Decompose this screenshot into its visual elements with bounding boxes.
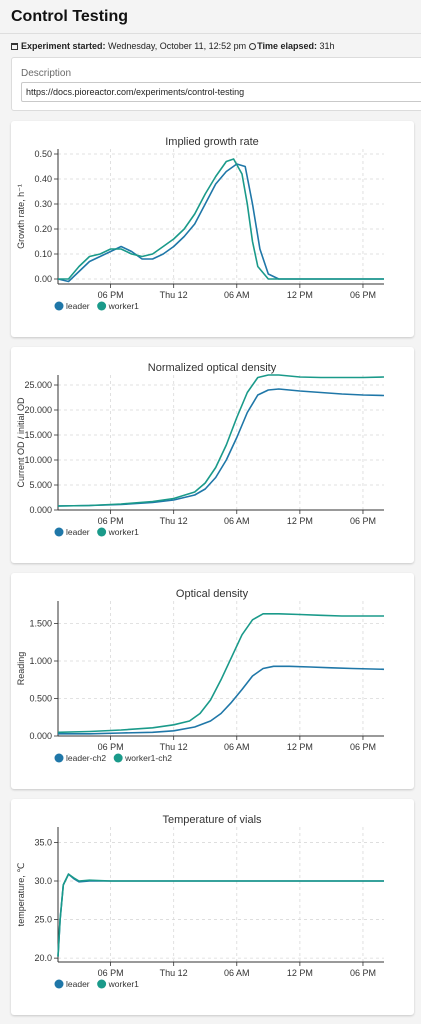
legend-label[interactable]: leader xyxy=(66,979,90,989)
chart-title: Implied growth rate xyxy=(165,136,259,148)
x-tick-label: 12 PM xyxy=(287,516,313,526)
series-line-worker1-ch2 xyxy=(57,613,384,734)
series-line-worker1 xyxy=(57,873,384,957)
x-tick-label: 06 PM xyxy=(98,290,124,300)
x-tick-label: 06 AM xyxy=(224,290,250,300)
y-axis-label: Current OD / initial OD xyxy=(16,397,26,488)
y-tick-label: 0.10 xyxy=(34,249,52,259)
header-divider xyxy=(0,33,421,34)
legend-label[interactable]: worker1-ch2 xyxy=(124,753,172,763)
legend-swatch[interactable] xyxy=(54,527,64,537)
y-tick-label: 10.000 xyxy=(24,455,52,465)
y-tick-label: 20.0 xyxy=(34,953,52,963)
legend-label[interactable]: leader-ch2 xyxy=(66,753,106,763)
legend-label[interactable]: leader xyxy=(66,301,90,311)
y-axis-label: Growth rate, h⁻¹ xyxy=(16,184,26,249)
x-tick-label: 12 PM xyxy=(287,742,313,752)
legend-label[interactable]: worker1 xyxy=(108,527,140,537)
temperature-chart: Temperature of vials 06 PM Thu 12 06 AM 12 P… xyxy=(16,814,384,989)
legend-swatch[interactable] xyxy=(54,301,64,311)
y-tick-label: 1.000 xyxy=(29,656,52,666)
x-tick-label: 06 PM xyxy=(98,516,124,526)
legend-swatch[interactable] xyxy=(54,753,64,763)
x-tick-label: Thu 12 xyxy=(160,968,188,978)
x-tick-label: Thu 12 xyxy=(160,290,188,300)
x-tick-label: Thu 12 xyxy=(160,742,188,752)
normalized-od-chart: Normalized optical density 06 PM Thu 12 06 … xyxy=(16,362,385,537)
y-tick-label: 25.0 xyxy=(34,915,52,925)
started-label: Experiment started: xyxy=(21,41,106,51)
x-tick-label: 06 AM xyxy=(224,968,250,978)
page-title: Control Testing xyxy=(11,8,129,25)
y-tick-label: 0.500 xyxy=(29,694,52,704)
calendar-icon xyxy=(11,42,18,50)
chart-card-normalized-od: Normalized optical density 06 PM Thu 12 06 … xyxy=(11,347,414,563)
chart-title: Temperature of vials xyxy=(162,814,262,826)
x-tick-label: Thu 12 xyxy=(160,516,188,526)
elapsed-label: Time elapsed: xyxy=(257,41,317,51)
x-tick-label: 06 AM xyxy=(224,516,250,526)
y-tick-label: 0.40 xyxy=(34,174,52,184)
x-tick-label: 06 PM xyxy=(350,516,376,526)
y-tick-label: 0.000 xyxy=(29,505,52,515)
series-line-worker1 xyxy=(58,158,384,280)
started-value: Wednesday, October 11, 12:52 pm xyxy=(108,41,247,51)
series-line-leader xyxy=(57,388,385,507)
y-tick-label: 0.20 xyxy=(34,224,52,234)
legend-label[interactable]: leader xyxy=(66,527,90,537)
chart-card-growth-rate: Implied growth rate 06 PM Thu 12 06 AM 12 PM… xyxy=(11,121,414,337)
y-tick-label: 15.000 xyxy=(24,430,52,440)
x-tick-label: 06 PM xyxy=(350,968,376,978)
chart-title: Normalized optical density xyxy=(148,362,277,374)
x-tick-label: 06 AM xyxy=(224,742,250,752)
description-card: Description https://docs.pioreactor.com/… xyxy=(11,57,421,111)
series-line-leader xyxy=(57,163,384,283)
legend-swatch[interactable] xyxy=(97,527,107,537)
x-tick-label: 12 PM xyxy=(287,968,313,978)
optical-density-chart: Optical density 06 PM Thu 12 06 AM 12 PM 06 P… xyxy=(16,588,385,763)
experiment-meta: Experiment started: Wednesday, October 1… xyxy=(11,41,335,51)
series-line-worker1 xyxy=(57,374,385,507)
chart-card-optical-density: Optical density 06 PM Thu 12 06 AM 12 PM 06 P… xyxy=(11,573,414,789)
x-tick-label: 12 PM xyxy=(287,290,313,300)
elapsed-value: 31h xyxy=(319,41,335,51)
y-tick-label: 0.30 xyxy=(34,199,52,209)
y-tick-label: 30.0 xyxy=(34,876,52,886)
y-tick-label: 35.0 xyxy=(34,837,52,847)
growth-rate-chart: Implied growth rate 06 PM Thu 12 06 AM 12 PM… xyxy=(16,136,384,311)
series-line-leader-ch2 xyxy=(58,665,385,735)
y-tick-label: 0.00 xyxy=(34,274,52,284)
y-tick-label: 5.000 xyxy=(29,480,52,490)
x-tick-label: 06 PM xyxy=(350,742,376,752)
x-tick-label: 06 PM xyxy=(98,968,124,978)
legend-swatch[interactable] xyxy=(54,979,64,989)
legend-swatch[interactable] xyxy=(97,979,107,989)
y-tick-label: 20.000 xyxy=(24,405,52,415)
y-axis-label: Reading xyxy=(16,652,26,686)
legend-label[interactable]: worker1 xyxy=(108,301,140,311)
y-tick-label: 0.50 xyxy=(34,149,52,159)
description-field[interactable]: https://docs.pioreactor.com/experiments/… xyxy=(21,82,421,102)
y-tick-label: 0.000 xyxy=(29,731,52,741)
clock-icon xyxy=(249,42,257,50)
chart-card-temperature: Temperature of vials 06 PM Thu 12 06 AM 12 P… xyxy=(11,799,414,1015)
description-label: Description xyxy=(21,68,72,79)
chart-title: Optical density xyxy=(176,588,249,600)
x-tick-label: 06 PM xyxy=(98,742,124,752)
legend-swatch[interactable] xyxy=(113,753,123,763)
y-tick-label: 25.000 xyxy=(24,380,52,390)
series-line-leader xyxy=(57,873,384,957)
y-axis-label: temperature, ℃ xyxy=(16,863,26,927)
y-tick-label: 1.500 xyxy=(29,619,52,629)
legend-label[interactable]: worker1 xyxy=(108,979,140,989)
legend-swatch[interactable] xyxy=(97,301,107,311)
x-tick-label: 06 PM xyxy=(350,290,376,300)
